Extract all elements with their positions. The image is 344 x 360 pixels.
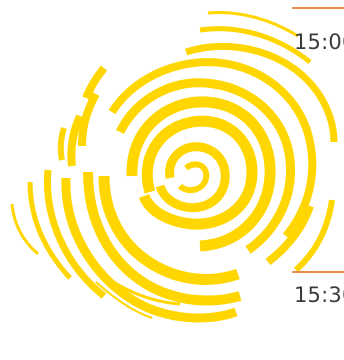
time-slot-label: 15:30 <box>294 283 344 307</box>
time-slot-divider-line <box>292 7 344 9</box>
time-slot-divider-line <box>292 271 344 273</box>
time-slot-label: 15:00 <box>294 30 344 54</box>
